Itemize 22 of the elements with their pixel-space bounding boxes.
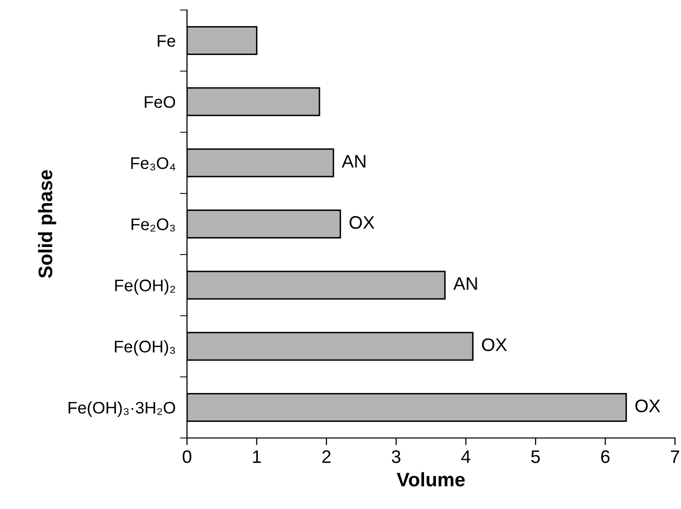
y-axis-title: Solid phase bbox=[38, 170, 56, 278]
data-label: OX bbox=[350, 216, 374, 229]
y-tick-label: Fe(OH)₃·3H₂O bbox=[68, 401, 176, 417]
x-tick-label: 2 bbox=[322, 450, 331, 463]
y-tick-label: Fe(OH)₂ bbox=[115, 279, 176, 295]
y-tick-label: Fe(OH)₃ bbox=[114, 340, 175, 356]
data-label: AN bbox=[453, 277, 477, 290]
x-tick-label: 3 bbox=[392, 450, 400, 464]
y-tick-label: FeO bbox=[144, 96, 176, 108]
x-tick-label: 5 bbox=[531, 450, 540, 464]
x-tick-label: 7 bbox=[670, 450, 680, 463]
data-label: OX bbox=[482, 338, 507, 352]
y-tick-label: Fe bbox=[158, 35, 176, 47]
x-tick-label: 1 bbox=[253, 450, 261, 463]
y-tick-label: Fe₃O₄ bbox=[131, 157, 176, 170]
x-tick-label: 6 bbox=[601, 450, 610, 464]
x-axis-title: Volume bbox=[396, 472, 465, 486]
data-label: AN bbox=[342, 155, 366, 168]
data-label: OX bbox=[635, 399, 660, 412]
y-tick-label: Fe₂O₃ bbox=[132, 218, 175, 232]
x-tick-label: 0 bbox=[182, 450, 192, 464]
x-tick-label: 4 bbox=[461, 450, 470, 463]
